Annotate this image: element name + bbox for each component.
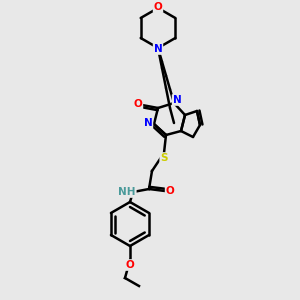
Text: S: S	[160, 153, 168, 163]
Text: N: N	[154, 44, 162, 54]
Text: O: O	[134, 99, 142, 109]
Text: NH: NH	[118, 187, 136, 197]
Text: O: O	[154, 2, 162, 12]
Text: O: O	[126, 260, 134, 270]
Text: O: O	[166, 186, 174, 196]
Text: N: N	[144, 118, 152, 128]
Text: N: N	[172, 95, 182, 105]
